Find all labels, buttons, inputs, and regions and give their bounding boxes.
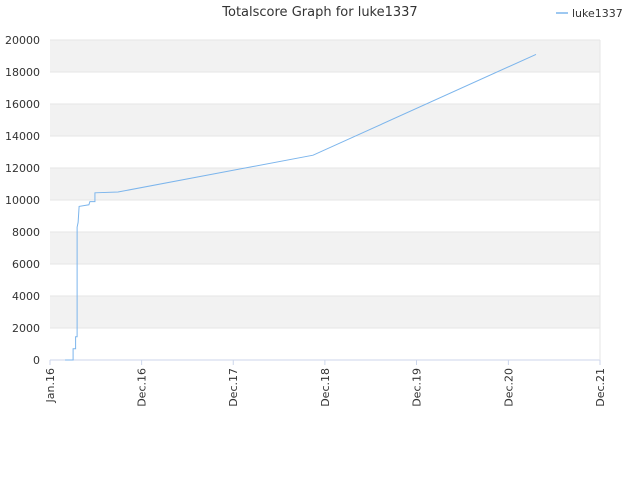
y-tick-label: 14000 (5, 130, 40, 143)
legend-label: luke1337 (572, 7, 623, 20)
x-tick-label: Dec.21 (594, 368, 607, 407)
x-tick-label: Dec.17 (227, 368, 240, 407)
y-tick-label: 20000 (5, 34, 40, 47)
x-tick-label: Dec.20 (502, 368, 515, 407)
x-tick-label: Dec.18 (319, 368, 332, 407)
plot-band (50, 168, 600, 200)
y-tick-label: 4000 (12, 290, 40, 303)
y-tick-label: 12000 (5, 162, 40, 175)
data-line (65, 53, 537, 361)
y-tick-label: 8000 (12, 226, 40, 239)
chart-title: Totalscore Graph for luke1337 (221, 5, 417, 20)
x-tick-label: Dec.19 (410, 368, 423, 407)
plot-band (50, 296, 600, 328)
plot-band (50, 104, 600, 136)
y-tick-label: 18000 (5, 66, 40, 79)
x-tick-label: Dec.16 (136, 368, 149, 407)
y-tick-label: 6000 (12, 258, 40, 271)
x-tick-label: Jan.16 (44, 368, 57, 403)
y-tick-label: 2000 (12, 322, 40, 335)
y-tick-label: 10000 (5, 194, 40, 207)
y-tick-label: 0 (33, 354, 40, 367)
plot-band (50, 40, 600, 72)
plot-band (50, 232, 600, 264)
y-tick-label: 16000 (5, 98, 40, 111)
